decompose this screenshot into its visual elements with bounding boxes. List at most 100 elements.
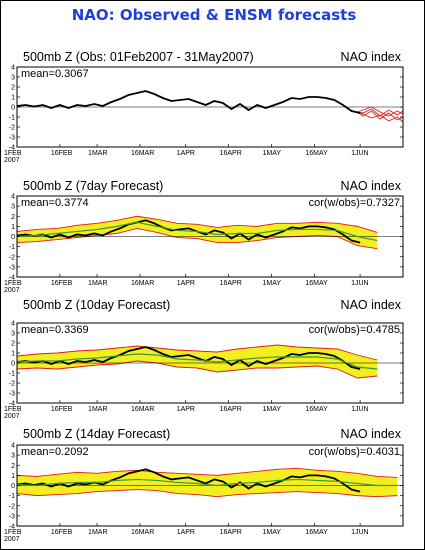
y-tick-label: 2 bbox=[11, 341, 15, 348]
x-tick-label: 16APR bbox=[220, 529, 242, 536]
index-label: NAO index bbox=[341, 179, 402, 193]
x-tick-label: 16FEB bbox=[51, 529, 73, 536]
x-tick-label: 2007 bbox=[4, 413, 20, 420]
x-tick-label: 2007 bbox=[4, 536, 20, 543]
y-tick-label: -3 bbox=[9, 264, 15, 271]
observed-nao-line bbox=[16, 346, 361, 370]
y-tick-label: 2 bbox=[11, 463, 15, 470]
y-tick-label: 3 bbox=[11, 75, 15, 82]
panel-title: 500mb Z (10day Forecast) bbox=[23, 298, 170, 312]
x-tick-label: 16MAY bbox=[305, 529, 328, 536]
y-tick-label: 1 bbox=[11, 224, 15, 231]
y-tick-label: 1 bbox=[11, 473, 15, 480]
y-tick-label: 2 bbox=[11, 214, 15, 221]
x-tick-label: 1APR bbox=[177, 150, 195, 157]
x-tick-label: 2007 bbox=[4, 287, 20, 294]
x-tick-label: 1MAR bbox=[88, 529, 107, 536]
y-tick-label: -2 bbox=[9, 125, 15, 132]
observed-nao-line bbox=[16, 90, 361, 114]
y-tick-label: 4 bbox=[11, 65, 15, 72]
y-tick-label: 4 bbox=[11, 321, 15, 328]
ensemble-upper-edge bbox=[16, 344, 378, 361]
correlation-label: cor(w/obs)=0.4031 bbox=[309, 446, 400, 458]
y-tick-label: -3 bbox=[9, 513, 15, 520]
x-tick-label: 16MAR bbox=[131, 529, 154, 536]
y-tick-label: -4 bbox=[9, 275, 15, 282]
ensemble-upper-edge bbox=[16, 467, 398, 478]
x-tick-label: 1JUN bbox=[351, 406, 369, 413]
correlation-label: cor(w/obs)=0.7327 bbox=[309, 197, 400, 209]
y-tick-label: 4 bbox=[11, 194, 15, 201]
ensemble-mean-line bbox=[16, 353, 378, 370]
panel-title: 500mb Z (14day Forecast) bbox=[23, 427, 170, 441]
y-tick-label: 3 bbox=[11, 453, 15, 460]
panel-3: 500mb Z (10day Forecast) NAO index 4 3 2 1 0 -1… bbox=[4, 298, 404, 420]
y-tick-label: 2 bbox=[11, 85, 15, 92]
x-tick-label: 1JUN bbox=[351, 529, 369, 536]
x-tick-label: 16MAY bbox=[305, 150, 328, 157]
ensemble-member-line bbox=[357, 108, 404, 117]
correlation-label: cor(w/obs)=0.4785 bbox=[309, 324, 400, 336]
panel-4: 500mb Z (14day Forecast) NAO index 4 3 2 1 0 -1… bbox=[4, 427, 404, 543]
ensemble-spread-band bbox=[17, 216, 378, 249]
mean-label: mean=0.3774 bbox=[21, 197, 89, 209]
panel-2: 500mb Z (7day Forecast) NAO index 4 3 2 1 0 -1 -… bbox=[4, 179, 404, 294]
panel-1: 500mb Z (Obs: 01Feb2007 - 31May2007) NAO … bbox=[4, 50, 404, 164]
x-tick-label: 16MAR bbox=[131, 280, 154, 287]
x-tick-label: 16FEB bbox=[51, 280, 73, 287]
x-tick-label: 16FEB bbox=[51, 406, 73, 413]
y-tick-label: -3 bbox=[9, 391, 15, 398]
x-tick-label: 1FEB bbox=[4, 529, 22, 536]
y-tick-label: -2 bbox=[9, 254, 15, 261]
y-tick-label: -1 bbox=[9, 493, 15, 500]
y-tick-label: -3 bbox=[9, 135, 15, 142]
x-tick-label: 1FEB bbox=[4, 150, 22, 157]
y-tick-label: -1 bbox=[9, 371, 15, 378]
y-tick-label: 4 bbox=[11, 443, 15, 450]
index-label: NAO index bbox=[341, 50, 402, 64]
index-label: NAO index bbox=[341, 298, 402, 312]
x-tick-label: 1MAY bbox=[262, 150, 281, 157]
index-label: NAO index bbox=[341, 427, 402, 441]
y-tick-label: 0 bbox=[11, 361, 15, 368]
x-tick-label: 16MAY bbox=[305, 280, 328, 287]
x-tick-label: 16MAR bbox=[131, 406, 154, 413]
y-tick-label: 1 bbox=[11, 351, 15, 358]
x-tick-label: 16APR bbox=[220, 280, 242, 287]
ensemble-lower-edge bbox=[16, 227, 378, 250]
ensemble-upper-edge bbox=[16, 215, 378, 233]
y-tick-label: 0 bbox=[11, 234, 15, 241]
mean-label: mean=0.3369 bbox=[21, 324, 89, 336]
panels: 500mb Z (Obs: 01Feb2007 - 31May2007) NAO … bbox=[4, 50, 404, 543]
y-tick-label: 0 bbox=[11, 483, 15, 490]
ensemble-mean-line bbox=[16, 221, 378, 242]
y-tick-label: 3 bbox=[11, 204, 15, 211]
x-tick-label: 16APR bbox=[220, 406, 242, 413]
y-tick-label: 1 bbox=[11, 95, 15, 102]
ensemble-member-line bbox=[356, 110, 404, 121]
x-tick-label: 1JUN bbox=[351, 150, 369, 157]
x-tick-label: 1FEB bbox=[4, 406, 22, 413]
ensemble-mean-line bbox=[16, 478, 398, 487]
observed-nao-line bbox=[16, 468, 361, 493]
y-tick-label: -4 bbox=[9, 145, 15, 152]
y-tick-label: 3 bbox=[11, 331, 15, 338]
mean-label: mean=0.3067 bbox=[21, 68, 89, 80]
y-tick-label: -1 bbox=[9, 244, 15, 251]
x-tick-label: 1APR bbox=[177, 529, 195, 536]
x-tick-label: 1FEB bbox=[4, 280, 22, 287]
x-tick-label: 1JUN bbox=[351, 280, 369, 287]
y-tick-label: -2 bbox=[9, 503, 15, 510]
x-tick-label: 2007 bbox=[4, 157, 20, 164]
observed-nao-line bbox=[16, 219, 361, 244]
figure-title: NAO: Observed & ENSM forecasts bbox=[72, 6, 357, 24]
x-tick-label: 1MAR bbox=[88, 280, 107, 287]
ensemble-member-line bbox=[357, 106, 404, 117]
ensemble-lower-edge bbox=[16, 489, 398, 498]
y-tick-label: -2 bbox=[9, 381, 15, 388]
x-tick-label: 16MAR bbox=[131, 150, 154, 157]
x-tick-label: 16MAY bbox=[305, 406, 328, 413]
x-tick-label: 1MAR bbox=[88, 150, 107, 157]
x-tick-label: 16FEB bbox=[51, 150, 73, 157]
